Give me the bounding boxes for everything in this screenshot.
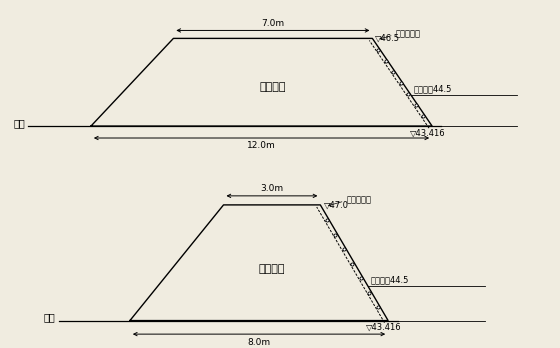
Text: 河床: 河床	[14, 118, 26, 128]
Text: 编织袋护坡: 编织袋护坡	[346, 196, 371, 205]
Text: ▽43.416: ▽43.416	[366, 323, 402, 332]
Text: ▽46.5: ▽46.5	[375, 34, 400, 43]
Text: 12.0m: 12.0m	[247, 141, 276, 150]
Text: 上游围堰: 上游围堰	[259, 263, 285, 274]
Text: 河床: 河床	[44, 313, 55, 322]
Text: 常年水位44.5: 常年水位44.5	[371, 275, 409, 284]
Text: 7.0m: 7.0m	[262, 19, 284, 28]
Text: ▽47.0: ▽47.0	[324, 200, 348, 209]
Text: 3.0m: 3.0m	[260, 184, 283, 193]
Text: 常年水位44.5: 常年水位44.5	[414, 85, 452, 94]
Text: 编织袋护坡: 编织袋护坡	[395, 30, 420, 39]
Text: ▽43.416: ▽43.416	[410, 128, 445, 137]
Text: 下游围堰: 下游围堰	[260, 82, 286, 92]
Text: 8.0m: 8.0m	[248, 338, 270, 347]
